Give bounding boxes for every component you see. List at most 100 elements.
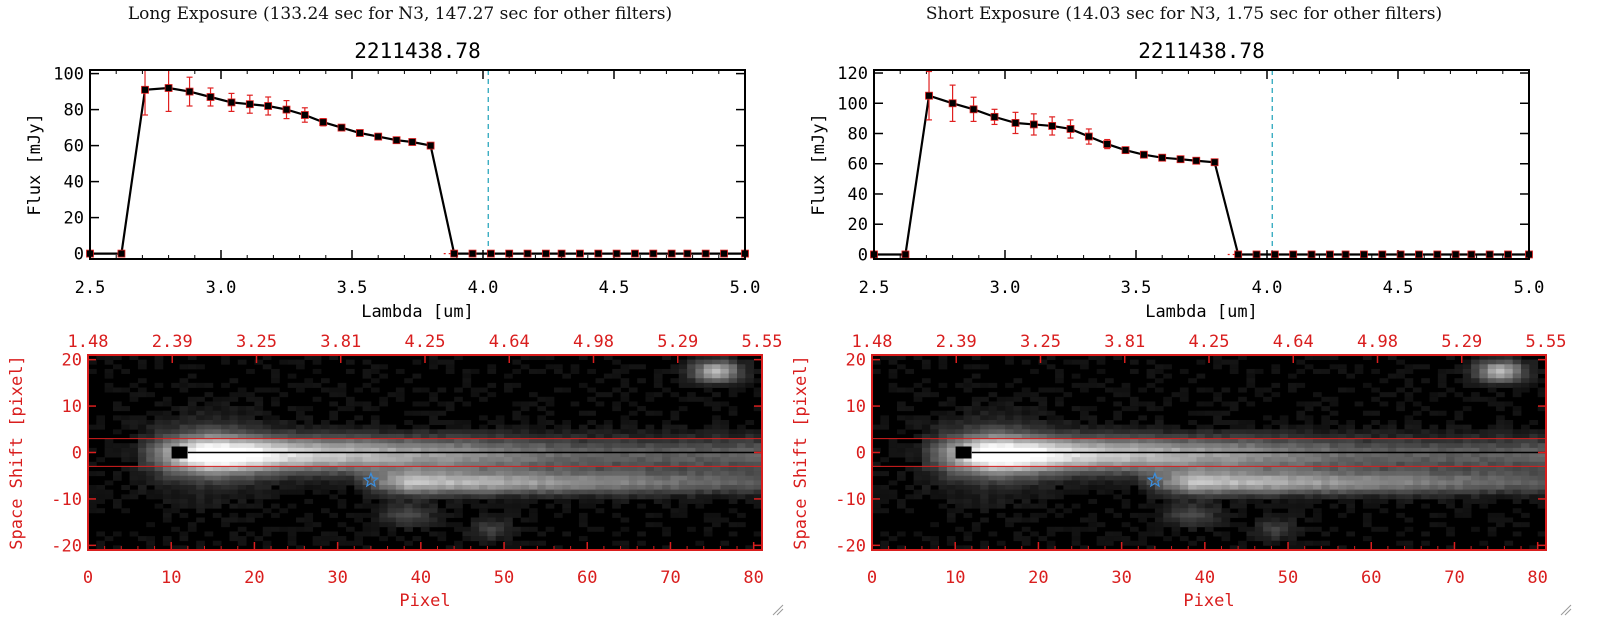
image-pixel: [888, 359, 898, 365]
image-pixel: [221, 452, 230, 458]
x-tick-label: 2.5: [859, 278, 890, 298]
image-pixel: [1030, 485, 1039, 491]
image-pixel: [1030, 517, 1039, 523]
image-pixel: [880, 355, 890, 361]
image-pixel: [1129, 359, 1139, 365]
image-pixel: [670, 471, 680, 477]
image-pixel: [154, 429, 164, 435]
image-pixel: [1362, 410, 1372, 416]
image-pixel: [1313, 443, 1322, 449]
image-pixel: [963, 424, 973, 430]
image-pixel: [379, 364, 388, 370]
data-point: [264, 102, 273, 110]
image-pixel: [462, 498, 472, 504]
image-pixel: [1238, 433, 1247, 439]
image-pixel: [296, 433, 305, 439]
image-pixel: [1504, 420, 1514, 426]
image-pixel: [1179, 392, 1189, 398]
image-pixel: [1504, 452, 1514, 458]
image-pixel: [670, 415, 680, 421]
image-pixel: [980, 396, 989, 402]
image-pixel: [728, 531, 738, 537]
image-pixel: [1346, 471, 1356, 477]
data-point: [1396, 250, 1405, 259]
image-pixel: [1146, 512, 1156, 518]
image-pixel: [946, 433, 956, 439]
image-pixel: [1496, 438, 1505, 444]
image-pixel: [1454, 378, 1464, 384]
image-pixel: [662, 429, 671, 435]
image-pixel: [612, 466, 621, 472]
image-pixel: [337, 457, 347, 463]
image-pixel: [212, 410, 222, 416]
image-pixel: [329, 480, 339, 486]
image-pixel: [703, 466, 713, 472]
image-pixel: [279, 392, 289, 398]
image-pixel: [678, 364, 688, 370]
image-pixel: [1154, 438, 1164, 444]
image-pixel: [1138, 536, 1147, 542]
image-pixel: [304, 475, 314, 481]
image-pixel: [320, 461, 330, 467]
image-pixel: [1321, 447, 1331, 453]
image-pixel: [1030, 471, 1039, 477]
image-pixel: [728, 382, 738, 388]
image-pixel: [1055, 447, 1064, 453]
image-pixel: [212, 475, 222, 481]
image-pixel: [137, 433, 147, 439]
image-pixel: [429, 480, 438, 486]
image-pixel: [930, 457, 939, 463]
resize-grip-icon[interactable]: [1560, 604, 1572, 616]
image-pixel: [737, 489, 746, 495]
image-pixel: [1321, 396, 1331, 402]
image-pixel: [179, 438, 189, 444]
image-pixel: [595, 498, 605, 504]
image-pixel: [587, 503, 596, 509]
image-pixel: [946, 438, 956, 444]
image-pixel: [454, 447, 463, 453]
data-point: [1504, 250, 1512, 259]
image-pixel: [980, 410, 989, 416]
image-pixel: [913, 531, 923, 537]
top-tick-label: 4.25: [405, 332, 446, 352]
image-pixel: [1096, 489, 1106, 495]
image-pixel: [1504, 429, 1514, 435]
image-pixel: [212, 443, 222, 449]
image-pixel: [420, 503, 430, 509]
image-pixel: [1055, 378, 1064, 384]
image-pixel: [304, 355, 314, 361]
image-pixel: [687, 355, 696, 361]
image-pixel: [1030, 475, 1039, 481]
image-pixel: [254, 489, 264, 495]
image-pixel: [1446, 545, 1455, 551]
image-pixel: [1387, 433, 1397, 439]
image-pixel: [520, 415, 530, 421]
resize-grip-icon[interactable]: [772, 604, 784, 616]
image-pixel: [379, 443, 388, 449]
image-pixel: [395, 522, 405, 528]
image-pixel: [445, 494, 455, 500]
image-pixel: [745, 382, 755, 388]
image-pixel: [154, 489, 164, 495]
image-pixel: [612, 475, 621, 481]
image-pixel: [1071, 466, 1081, 472]
data-point: [1210, 158, 1219, 167]
image-pixel: [1337, 364, 1347, 370]
image-pixel: [370, 378, 380, 384]
image-pixel: [262, 475, 272, 481]
image-pixel: [1038, 420, 1048, 426]
image-pixel: [262, 438, 272, 444]
image-pixel: [1446, 368, 1455, 374]
image-pixel: [1013, 531, 1023, 537]
image-pixel: [1454, 494, 1464, 500]
image-pixel: [362, 480, 372, 486]
data-point: [1066, 125, 1075, 133]
image-pixel: [1337, 424, 1347, 430]
x-tick-label: 50: [1278, 568, 1298, 588]
image-pixel: [429, 503, 438, 509]
image-pixel: [612, 401, 621, 407]
image-pixel: [1371, 429, 1380, 435]
image-pixel: [387, 447, 397, 453]
image-pixel: [1021, 433, 1031, 439]
image-pixel: [221, 424, 230, 430]
